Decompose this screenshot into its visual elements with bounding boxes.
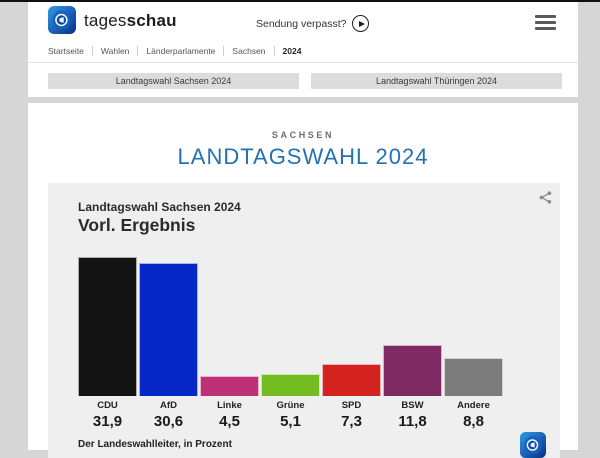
breadcrumb: Startseite Wahlen Länderparlamente Sachs… — [28, 42, 578, 63]
bar-value-label: 31,9 — [92, 413, 123, 430]
play-icon[interactable] — [352, 15, 370, 32]
bar-chart-categories: CDU AfD Linke Grüne SPD BSW Andere — [78, 396, 504, 411]
bar-category-label: CDU — [97, 400, 118, 411]
bar-category-label: Andere — [457, 400, 490, 411]
chart-source: Der Landeswahlleiter, in Prozent — [78, 439, 232, 450]
page-title: LANDTAGSWAHL 2024 — [177, 144, 429, 169]
share-icon[interactable] — [538, 190, 553, 205]
broadcast-link[interactable]: Sendung verpasst? — [256, 15, 370, 32]
bar-value-label: 5,1 — [280, 413, 301, 430]
bar-value-label: 4,5 — [219, 413, 240, 430]
bar-chart: CDU AfD Linke Grüne SPD BSW Andere 31,9 30,6 4,5… — [78, 248, 504, 430]
tagesschau-app-icon — [520, 432, 546, 458]
tab-landtagswahl-sachsen[interactable]: Landtagswahl Sachsen 2024 — [48, 73, 299, 89]
bar-bsw — [383, 345, 442, 396]
breadcrumb-item-startseite[interactable]: Startseite — [48, 46, 93, 56]
breadcrumb-item-laenderparlamente[interactable]: Länderparlamente — [138, 46, 225, 56]
tab-landtagswahl-thueringen[interactable]: Landtagswahl Thüringen 2024 — [311, 73, 562, 89]
breadcrumb-item-sachsen[interactable]: Sachsen — [224, 46, 275, 56]
bar-category-label: Grüne — [276, 400, 305, 411]
election-tabs: Landtagswahl Sachsen 2024 Landtagswahl T… — [28, 63, 578, 89]
main-content: SACHSEN LANDTAGSWAHL 2024 Landtagswahl S… — [28, 103, 578, 458]
hamburger-icon[interactable] — [535, 15, 556, 30]
bar-category-label: BSW — [401, 400, 424, 411]
bar-chart-values: 31,9 30,6 4,5 5,1 7,3 11,8 8,8 — [78, 411, 504, 430]
top-accent-line — [0, 0, 600, 2]
chart-title: Landtagswahl Sachsen 2024 — [78, 200, 241, 214]
breadcrumb-item-wahlen[interactable]: Wahlen — [93, 46, 139, 56]
bar-grüne — [261, 374, 320, 396]
bar-category-label: AfD — [160, 400, 177, 411]
header-top-row: tagesschau Sendung verpasst? — [28, 2, 578, 42]
bar-afd — [139, 263, 198, 396]
bar-spd — [322, 364, 381, 396]
site-header: tagesschau Sendung verpasst? Startseite … — [28, 2, 578, 97]
results-chart-card: Landtagswahl Sachsen 2024 Vorl. Ergebnis… — [48, 183, 560, 458]
bar-linke — [200, 376, 259, 396]
bar-value-label: 7,3 — [341, 413, 362, 430]
tagesschau-globe-icon[interactable] — [48, 6, 76, 34]
breadcrumb-item-2024[interactable]: 2024 — [282, 46, 302, 56]
chart-subtitle: Vorl. Ergebnis — [78, 215, 196, 235]
bar-value-label: 8,8 — [463, 413, 484, 430]
bar-category-label: Linke — [217, 400, 242, 411]
brand-wordmark[interactable]: tagesschau — [84, 11, 177, 30]
bar-value-label: 11,8 — [398, 413, 427, 430]
broadcast-link-label: Sendung verpasst? — [256, 17, 347, 30]
bar-category-label: SPD — [341, 400, 362, 411]
bar-cdu — [78, 257, 137, 396]
bar-chart-bars — [78, 248, 504, 396]
bar-andere — [444, 358, 503, 396]
bar-value-label: 30,6 — [153, 413, 184, 430]
page-kicker: SACHSEN — [271, 130, 335, 140]
